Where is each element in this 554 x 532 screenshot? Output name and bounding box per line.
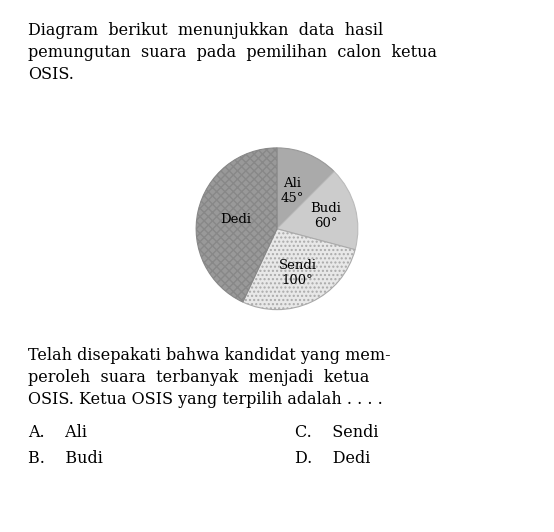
Text: OSIS. Ketua OSIS yang terpilih adalah . . . .: OSIS. Ketua OSIS yang terpilih adalah . … [28, 391, 383, 408]
Text: Ali
45°: Ali 45° [281, 177, 304, 205]
Wedge shape [243, 229, 355, 310]
Text: D.    Dedi: D. Dedi [295, 450, 371, 467]
Wedge shape [277, 148, 334, 229]
Text: A.    Ali: A. Ali [28, 424, 87, 441]
Text: Telah disepakati bahwa kandidat yang mem-: Telah disepakati bahwa kandidat yang mem… [28, 347, 391, 364]
Text: B.    Budi: B. Budi [28, 450, 103, 467]
Text: OSIS.: OSIS. [28, 66, 74, 83]
Text: Diagram  berikut  menunjukkan  data  hasil: Diagram berikut menunjukkan data hasil [28, 22, 383, 39]
Wedge shape [196, 148, 277, 302]
Text: Sendi
100°: Sendi 100° [279, 259, 316, 287]
Text: pemungutan  suara  pada  pemilihan  calon  ketua: pemungutan suara pada pemilihan calon ke… [28, 44, 437, 61]
Wedge shape [277, 172, 358, 250]
Text: Budi
60°: Budi 60° [310, 202, 341, 230]
Text: C.    Sendi: C. Sendi [295, 424, 378, 441]
Text: Dedi: Dedi [220, 213, 252, 226]
Text: peroleh  suara  terbanyak  menjadi  ketua: peroleh suara terbanyak menjadi ketua [28, 369, 370, 386]
